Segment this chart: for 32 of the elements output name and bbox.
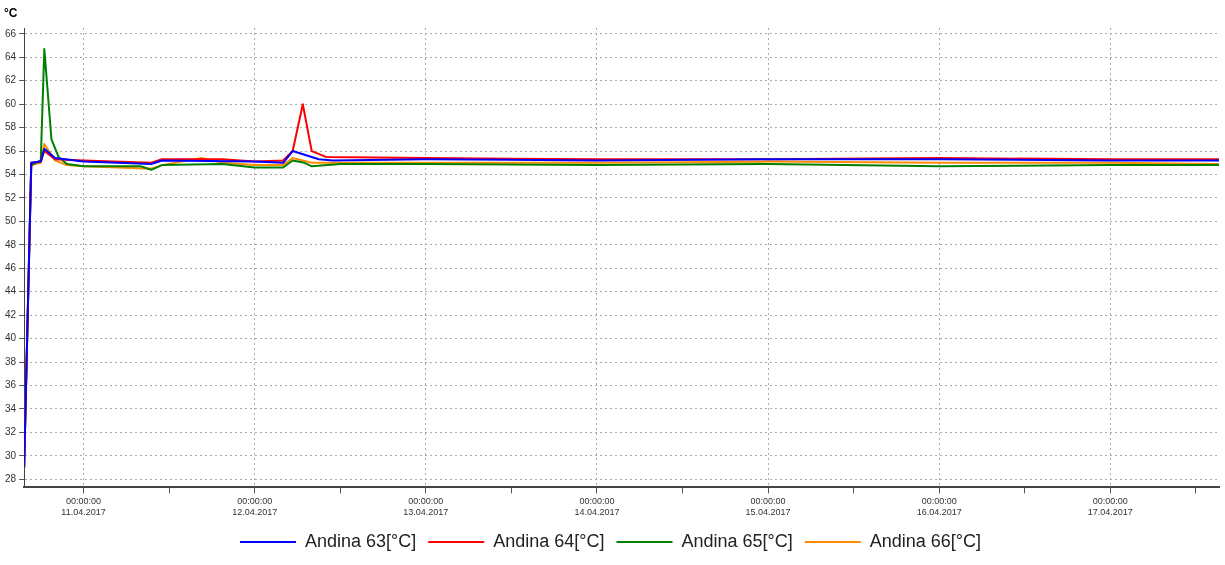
- x-tick-label: 00:00:00 11.04.2017: [61, 496, 106, 518]
- y-tick-label: 44: [5, 285, 17, 297]
- y-tick-label: 52: [5, 191, 17, 203]
- x-tick-label: 00:00:00 16.04.2017: [916, 496, 962, 518]
- y-tick-label: 54: [5, 168, 17, 180]
- y-tick-label: 34: [5, 402, 17, 414]
- y-tick-label: 58: [5, 121, 17, 133]
- y-tick-label: 32: [5, 426, 17, 438]
- x-tick-label: 00:00:00 15.04.2017: [745, 496, 791, 518]
- y-tick-label: 48: [5, 238, 17, 250]
- y-tick-label: 38: [5, 355, 17, 367]
- x-tick-label: 00:00:00 13.04.2017: [403, 496, 449, 518]
- y-axis-title: °C: [4, 6, 18, 21]
- y-tick-label: 64: [5, 51, 17, 63]
- y-tick-label: 28: [5, 472, 17, 484]
- legend-label: Andina 64[°C]: [493, 530, 605, 551]
- y-tick-label: 36: [5, 379, 17, 391]
- y-tick-label: 46: [5, 262, 17, 273]
- legend-label: Andina 63[°C]: [304, 530, 417, 551]
- x-tick-label: 00:00:00 17.04.2017: [1087, 496, 1133, 518]
- y-tick-label: 42: [5, 308, 17, 320]
- y-tick-label: 50: [5, 215, 17, 227]
- y-tick-label: 30: [5, 449, 17, 461]
- y-tick-label: 66: [5, 27, 17, 39]
- legend-label: Andina 66[°C]: [869, 530, 982, 551]
- y-tick-label: 40: [5, 332, 17, 344]
- y-tick-label: 56: [5, 144, 17, 156]
- legend-label: Andina 65[°C]: [681, 530, 793, 551]
- y-tick-label: 60: [5, 97, 17, 109]
- x-tick-label: 00:00:00 12.04.2017: [232, 496, 278, 518]
- x-tick-label: 00:00:00 14.04.2017: [574, 496, 620, 518]
- y-tick-label: 62: [5, 74, 17, 86]
